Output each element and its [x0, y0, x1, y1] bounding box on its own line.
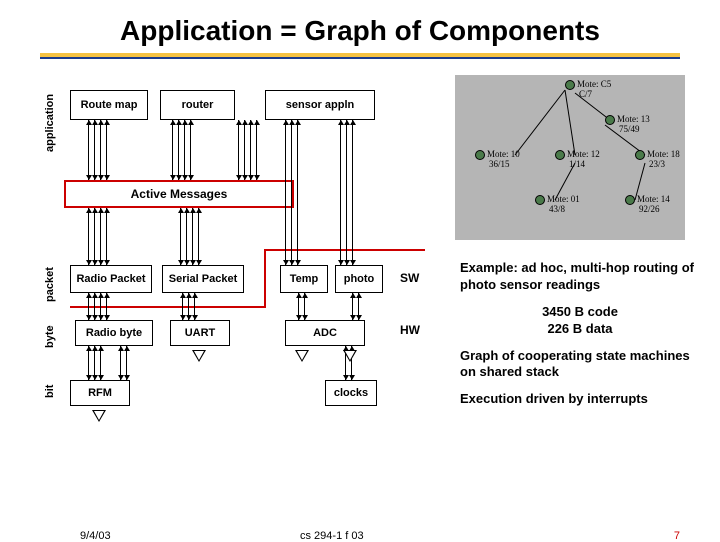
connector	[291, 120, 292, 265]
connector	[184, 120, 185, 180]
connector	[88, 346, 89, 380]
connector	[88, 208, 89, 265]
connector	[285, 120, 286, 265]
connector	[100, 346, 101, 380]
connector	[88, 293, 89, 320]
rule-blue	[40, 57, 680, 59]
box-routemap: Route map	[70, 90, 148, 120]
connector	[352, 120, 353, 265]
connector	[120, 346, 121, 380]
connector	[198, 208, 199, 265]
connector	[192, 208, 193, 265]
connector	[352, 293, 353, 320]
note-stats: 3450 B code 226 B data	[460, 304, 700, 338]
connector	[100, 208, 101, 265]
tri-rfm	[92, 410, 106, 422]
mote-node: Mote: 1823/3	[635, 150, 680, 169]
slide-title: Application = Graph of Components	[0, 0, 720, 47]
box-clocks: clocks	[325, 380, 377, 406]
mote-node: Mote: 1375/49	[605, 115, 650, 134]
motes-graph: Mote: C5C/7 Mote: 1375/49 Mote: 1036/15 Mot…	[455, 75, 685, 240]
connector	[256, 120, 257, 180]
box-uart: UART	[170, 320, 230, 346]
connector	[358, 293, 359, 320]
connector	[190, 120, 191, 180]
box-radio-packet: Radio Packet	[70, 265, 152, 293]
connector	[100, 293, 101, 320]
connector	[186, 208, 187, 265]
connector	[94, 208, 95, 265]
footer-page: 7	[674, 530, 680, 542]
connector	[106, 120, 107, 180]
connector	[298, 293, 299, 320]
connector	[182, 293, 183, 320]
box-router: router	[160, 90, 235, 120]
connector	[178, 120, 179, 180]
connector	[297, 120, 298, 265]
tri-adc-1	[295, 350, 309, 362]
footer-course: cs 294-1 f 03	[300, 530, 364, 542]
box-rfm: RFM	[70, 380, 130, 406]
mote-node: Mote: 121/14	[555, 150, 600, 169]
notes: Example: ad hoc, multi-hop routing of ph…	[460, 260, 700, 418]
note-exec: Execution driven by interrupts	[460, 391, 700, 408]
connector	[194, 293, 195, 320]
tri-uart	[192, 350, 206, 362]
layer-byte: byte	[44, 325, 56, 348]
connector	[250, 120, 251, 180]
connector	[340, 120, 341, 265]
connector	[106, 293, 107, 320]
connector	[106, 208, 107, 265]
layer-bit: bit	[44, 385, 56, 398]
connector	[94, 120, 95, 180]
connector	[304, 293, 305, 320]
connector	[126, 346, 127, 380]
mote-node: Mote: C5C/7	[565, 80, 611, 99]
footer-date: 9/4/03	[80, 530, 111, 542]
connector	[172, 120, 173, 180]
box-radio-byte: Radio byte	[75, 320, 153, 346]
layer-packet: packet	[44, 267, 56, 302]
box-active-messages: Active Messages	[64, 180, 294, 208]
connector	[94, 346, 95, 380]
note-coop: Graph of cooperating state machines on s…	[460, 348, 700, 382]
connector	[188, 293, 189, 320]
tri-adc-2	[343, 350, 357, 362]
connector	[94, 293, 95, 320]
box-serial-packet: Serial Packet	[162, 265, 244, 293]
label-hw: HW	[400, 323, 420, 337]
mote-node: Mote: 1036/15	[475, 150, 520, 169]
connector	[180, 208, 181, 265]
connector	[88, 120, 89, 180]
connector	[238, 120, 239, 180]
connector	[346, 120, 347, 265]
box-sensor: sensor appln	[265, 90, 375, 120]
component-graph: Route map router sensor appln Active Mes…	[70, 75, 440, 445]
connector	[100, 120, 101, 180]
box-temp: Temp	[280, 265, 328, 293]
layer-application: application	[44, 94, 56, 152]
connector	[244, 120, 245, 180]
box-adc: ADC	[285, 320, 365, 346]
box-photo: photo	[335, 265, 383, 293]
note-example: Example: ad hoc, multi-hop routing of ph…	[460, 260, 700, 294]
mote-node: Mote: 0143/8	[535, 195, 580, 214]
label-sw: SW	[400, 271, 419, 285]
mote-node: Mote: 1492/26	[625, 195, 670, 214]
